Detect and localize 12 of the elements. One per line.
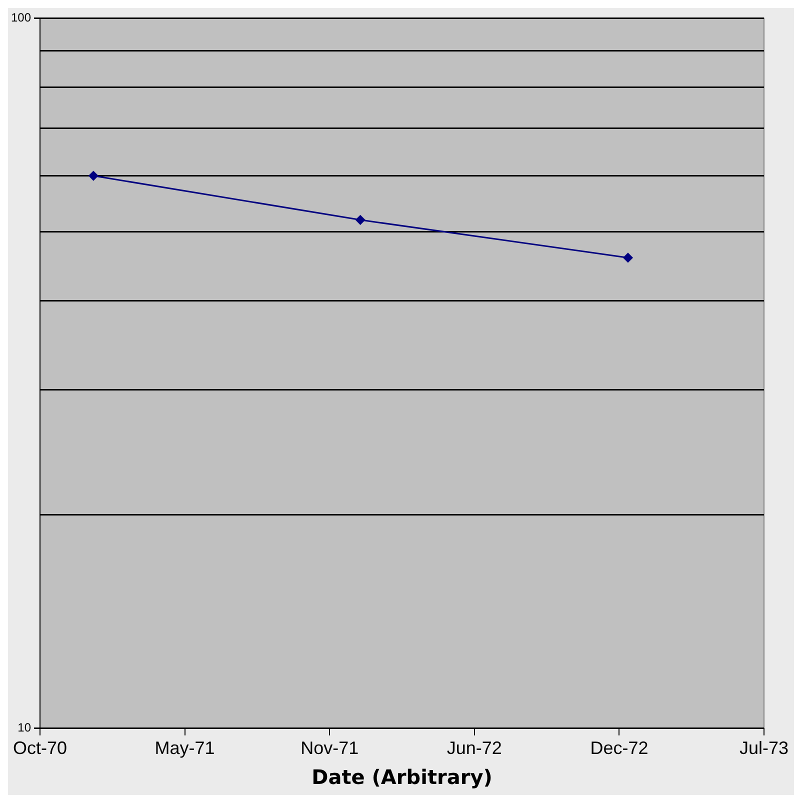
x-axis-title: Date (Arbitrary): [312, 765, 492, 790]
x-tick-label: Jul-73: [739, 738, 789, 758]
point: [88, 171, 98, 181]
point: [356, 215, 366, 225]
x-tick-label: Dec-72: [590, 738, 648, 758]
point: [623, 252, 633, 262]
y-tick-label: 100: [10, 10, 32, 25]
x-tick-label: Oct-70: [13, 738, 68, 758]
x-tick-label: Nov-71: [300, 738, 359, 758]
x-tick-label: Jun-72: [446, 738, 502, 758]
x-tick-label: May-71: [154, 738, 215, 758]
y-tick-label: 10: [18, 720, 32, 735]
